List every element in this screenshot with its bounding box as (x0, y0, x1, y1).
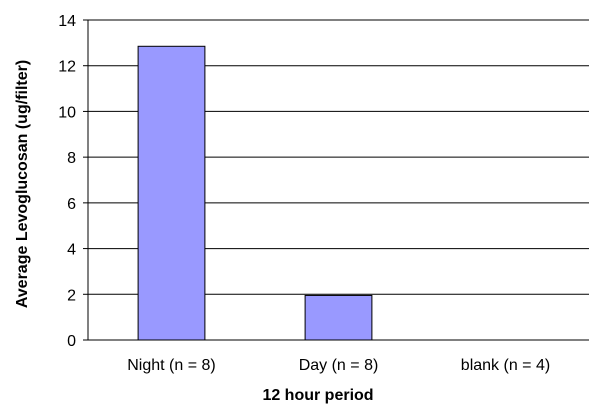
x-tick-labels: Night (n = 8) Day (n = 8) blank (n = 4) (127, 357, 550, 374)
y-tick-label: 0 (67, 333, 76, 350)
x-tick-label: Day (n = 8) (299, 357, 379, 374)
y-tick-label: 2 (67, 287, 76, 304)
y-tick-label: 6 (67, 196, 76, 213)
y-tick-label: 8 (67, 150, 76, 167)
x-tick-label: Night (n = 8) (127, 357, 215, 374)
x-tick-label: blank (n = 4) (461, 357, 550, 374)
y-tick-label: 14 (58, 13, 76, 30)
x-axis-title: 12 hour period (262, 387, 373, 404)
y-axis-title: Average Levoglucosan (ug/filter) (14, 60, 31, 308)
bar (304, 294, 373, 341)
bars (137, 45, 373, 341)
y-tick-label: 10 (58, 104, 76, 121)
axes (87, 20, 589, 341)
y-tick-label: 4 (67, 242, 76, 259)
bar (137, 45, 206, 341)
y-tick-label: 12 (58, 59, 76, 76)
y-tick-labels: 0 2 4 6 8 10 12 14 (58, 13, 76, 350)
